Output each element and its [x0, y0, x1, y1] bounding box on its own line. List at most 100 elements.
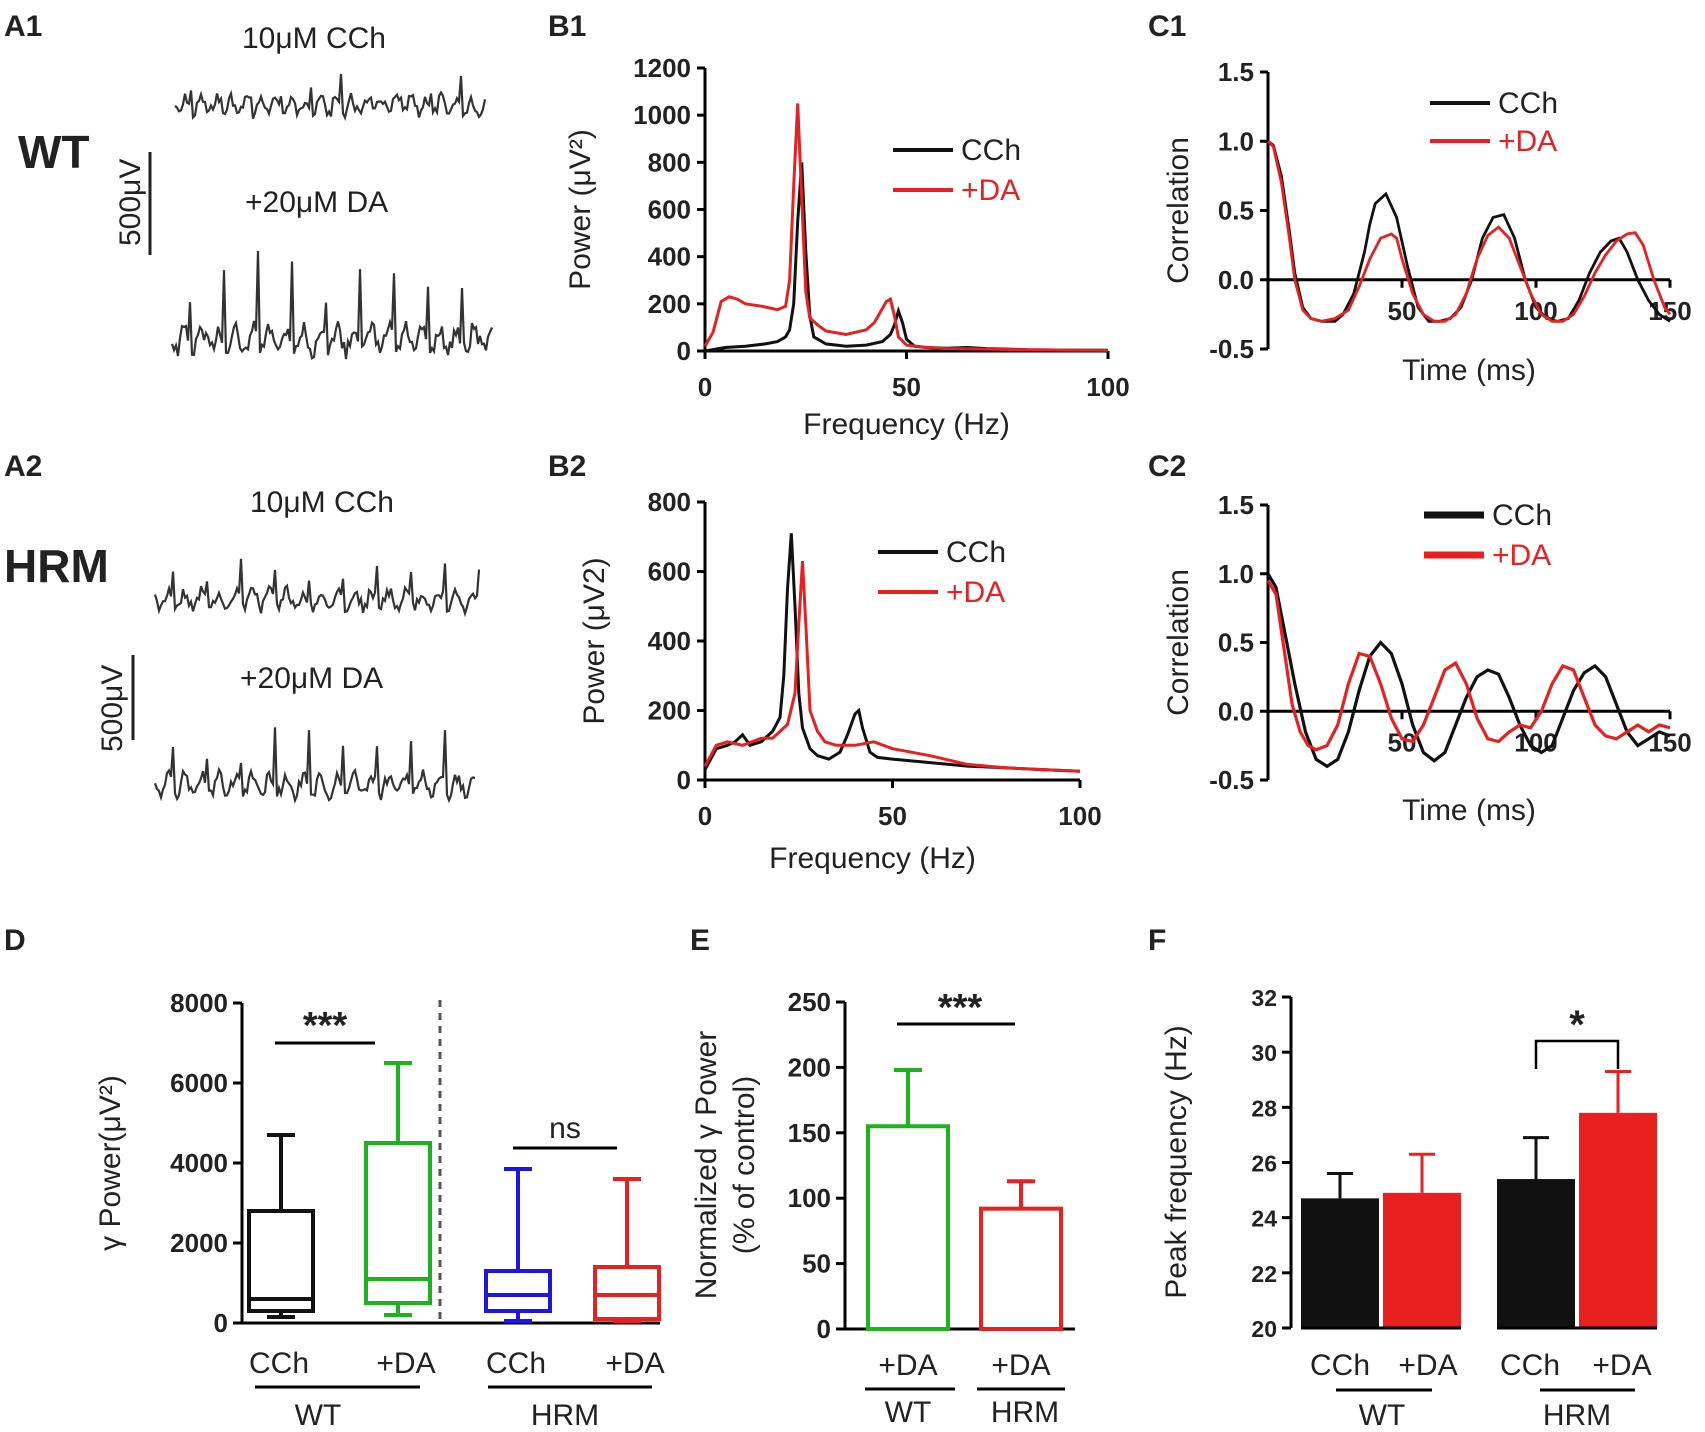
sig-label: * — [1569, 1003, 1585, 1047]
legend-label: CCh — [946, 536, 1006, 569]
box-body — [364, 1141, 432, 1305]
panel-label-b2: B2 — [548, 450, 586, 483]
legend-label: +DA — [946, 576, 1005, 609]
sig-label: *** — [938, 987, 983, 1029]
legend-label: CCh — [1492, 499, 1552, 532]
sig-label: *** — [303, 1005, 348, 1047]
x-category-label: CCh — [249, 1347, 309, 1380]
y-tick-label: 600 — [648, 195, 691, 225]
y-tick-label: 0 — [214, 1308, 228, 1338]
x-tick-label: 100 — [1086, 372, 1129, 402]
y-axis-label: Power (μV²) — [564, 129, 597, 290]
y-axis-label: Correlation — [1162, 137, 1195, 284]
series-line-cch — [1266, 572, 1671, 769]
chart-b1: 0 200 400 600 800 1000 1200 0 50 100 CCh +DA Frequen… — [564, 53, 1130, 441]
y-tick-label: 400 — [648, 242, 691, 272]
box-2 — [484, 1167, 552, 1323]
legend-label: CCh — [1498, 87, 1558, 120]
x-category-label: CCh — [486, 1347, 546, 1380]
y-axis-label: γ Power(μV²) — [94, 1075, 127, 1251]
group-label: WT — [1359, 1399, 1406, 1432]
panel-label-a2: A2 — [4, 450, 42, 483]
panel-label-a1: A1 — [4, 10, 42, 43]
y-tick-label: -0.5 — [1209, 765, 1254, 795]
box-3 — [593, 1177, 661, 1323]
y-tick-label: 50 — [802, 1249, 831, 1279]
group-label: HRM — [531, 1399, 599, 1432]
trace-label-da-hrm: +20μM DA — [240, 662, 383, 695]
x-tick-label: 50 — [1388, 296, 1417, 326]
y-tick-label: 1000 — [633, 100, 691, 130]
group-label: HRM — [991, 1396, 1059, 1429]
panel-label-c1: C1 — [1148, 10, 1186, 43]
y-tick-label: 6000 — [170, 1068, 228, 1098]
trace-label-cch-wt: 10μM CCh — [242, 22, 386, 55]
x-tick-label: 0 — [698, 801, 712, 831]
bar — [979, 1206, 1063, 1331]
chart-d: 0 2000 4000 6000 8000 *** ns CCh +DA CCh +DA WT HRM γ… — [94, 988, 665, 1432]
legend-label: +DA — [1498, 125, 1557, 158]
scale-label-wt: 500μV — [114, 159, 147, 246]
y-tick-label: 0.5 — [1218, 628, 1254, 658]
trace-wt-cch — [174, 73, 487, 122]
y-axis-label: Power (μV2) — [578, 557, 611, 724]
y-tick-label: 26 — [1251, 1151, 1277, 1177]
x-axis-label: Time (ms) — [1402, 354, 1536, 387]
series-line-da — [1266, 579, 1671, 752]
trace-panel-a1: WT 10μM CCh +20μM DA 500μV — [18, 22, 494, 361]
series-line-da — [703, 561, 1081, 773]
y-tick-label: 0.5 — [1218, 196, 1254, 226]
bar — [1383, 1192, 1461, 1328]
y-tick-label: 0.0 — [1218, 696, 1254, 726]
y-tick-label: 24 — [1251, 1206, 1277, 1232]
y-tick-label: 1200 — [633, 53, 691, 83]
y-tick-label: 0 — [817, 1314, 831, 1344]
y-tick-label: 1.5 — [1218, 490, 1254, 520]
bar — [1579, 1112, 1657, 1328]
y-tick-label: 1.0 — [1218, 559, 1254, 589]
y-tick-label: 250 — [788, 987, 831, 1017]
x-category-label: +DA — [878, 1349, 937, 1382]
y-tick-label: 8000 — [170, 988, 228, 1018]
x-category-label: CCh — [1310, 1349, 1370, 1382]
bar — [866, 1124, 950, 1332]
legend-label: +DA — [1492, 539, 1551, 572]
x-category-label: +DA — [1398, 1349, 1457, 1382]
box-body — [247, 1209, 315, 1313]
y-tick-label: 600 — [648, 557, 691, 587]
y-tick-label: 4000 — [170, 1148, 228, 1178]
chart-b2: 0 200 400 600 800 0 50 100 CCh +DA Frequency (Hz) P… — [578, 487, 1102, 875]
x-category-label: +DA — [991, 1349, 1050, 1382]
x-tick-label: 50 — [878, 801, 907, 831]
x-category-label: CCh — [1500, 1349, 1560, 1382]
y-tick-label: 1.0 — [1218, 126, 1254, 156]
panel-label-d: D — [4, 924, 26, 957]
x-axis-label: Time (ms) — [1402, 794, 1536, 827]
group-label: WT — [885, 1396, 932, 1429]
y-tick-label: 800 — [648, 147, 691, 177]
legend-label: CCh — [961, 134, 1021, 167]
panel-label-b1: B1 — [548, 10, 586, 43]
x-category-label: +DA — [1592, 1349, 1651, 1382]
group-label: HRM — [1543, 1399, 1611, 1432]
sig-label: ns — [549, 1112, 581, 1145]
series-line-cch — [1267, 140, 1671, 323]
x-category-label: +DA — [376, 1347, 435, 1380]
bar — [1497, 1179, 1575, 1328]
x-axis-label: Frequency (Hz) — [769, 842, 976, 875]
y-tick-label: 100 — [788, 1183, 831, 1213]
x-tick-label: 50 — [892, 372, 921, 402]
y-axis-label: Peak frequency (Hz) — [1160, 1025, 1193, 1298]
panel-label-e: E — [690, 924, 710, 957]
wt-label: WT — [18, 126, 90, 178]
trace-wt-da — [170, 250, 494, 361]
y-tick-label: 200 — [788, 1052, 831, 1082]
y-axis-label: Correlation — [1162, 569, 1195, 716]
y-tick-label: 2000 — [170, 1228, 228, 1258]
trace-hrm-da — [153, 727, 476, 804]
trace-panel-a2: HRM 10μM CCh +20μM DA 500μV — [4, 486, 481, 804]
sig-bracket — [1534, 1039, 1620, 1069]
